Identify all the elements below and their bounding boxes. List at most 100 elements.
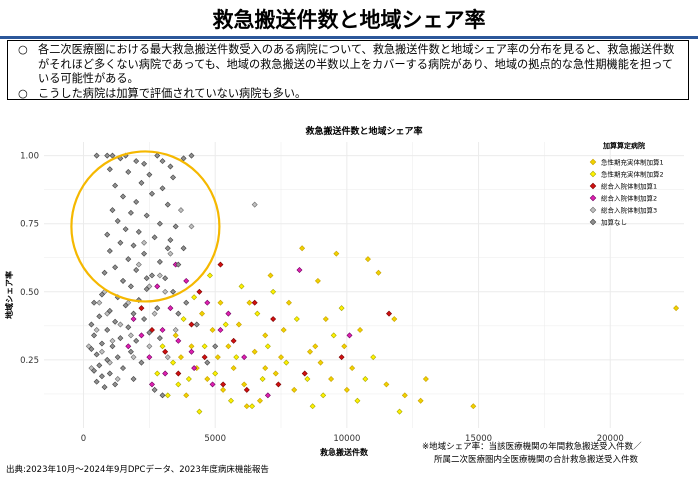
data-point	[167, 305, 174, 312]
legend-label: 急性期充実体制加算2	[601, 170, 664, 179]
data-point	[151, 386, 158, 393]
data-point	[125, 168, 132, 175]
data-point	[133, 267, 140, 273]
data-point	[188, 343, 195, 350]
data-point	[170, 288, 177, 295]
x-tick-label: 5000	[204, 434, 226, 444]
data-point	[151, 234, 158, 241]
data-point	[243, 386, 250, 393]
data-point	[251, 299, 258, 306]
data-point	[167, 250, 174, 257]
data-point	[185, 376, 192, 382]
page-title: 救急搬送件数と地域シェア率	[212, 8, 486, 32]
data-point	[317, 359, 324, 366]
data-point	[162, 288, 169, 295]
data-point	[422, 376, 429, 382]
data-point	[143, 286, 150, 293]
data-point	[346, 332, 353, 339]
data-point	[170, 359, 177, 366]
x-tick-label: 0	[81, 434, 86, 444]
data-point	[673, 305, 680, 312]
data-point	[164, 392, 171, 399]
highlight-circle	[70, 150, 221, 303]
data-point	[259, 376, 266, 382]
data-point	[220, 381, 227, 388]
data-point	[117, 321, 124, 328]
legend-label: 急性期充実体制加算1	[601, 158, 664, 167]
data-point	[383, 381, 390, 388]
data-point	[130, 376, 137, 382]
data-point	[172, 326, 179, 333]
data-point	[141, 316, 148, 323]
data-point	[180, 316, 187, 323]
data-point	[93, 326, 100, 333]
data-point	[149, 272, 155, 279]
data-point	[204, 376, 211, 382]
data-point	[101, 269, 108, 276]
x-tick-label: 10000	[333, 434, 360, 444]
data-point	[222, 321, 229, 328]
data-point	[154, 370, 161, 377]
data-point	[188, 223, 195, 230]
data-point	[175, 381, 182, 388]
data-point	[470, 403, 477, 410]
data-point	[143, 275, 150, 282]
data-point	[235, 321, 242, 328]
data-point	[167, 163, 174, 170]
data-point	[177, 207, 184, 214]
data-point	[88, 346, 95, 352]
share-definition-line-2: 所属二次医療圏内全医療機関の合計救急搬送受入件数	[434, 455, 639, 465]
data-point	[122, 302, 129, 309]
data-point	[159, 392, 166, 399]
data-point	[167, 237, 174, 244]
data-point	[209, 381, 216, 388]
data-point	[138, 332, 145, 339]
data-point	[127, 283, 134, 290]
legend-marker	[589, 206, 597, 214]
data-point	[249, 403, 256, 410]
bullet-circle-icon: ○	[18, 43, 28, 56]
data-point	[138, 305, 145, 312]
data-point	[98, 340, 105, 347]
data-point	[183, 299, 190, 306]
data-point	[104, 231, 111, 238]
y-axis-label: 地域シェア率	[4, 271, 14, 319]
data-point	[204, 359, 211, 366]
data-point	[104, 152, 111, 159]
data-point	[180, 245, 187, 252]
legend-label: 総合入院体制加算1	[601, 182, 657, 191]
data-point	[225, 343, 232, 350]
data-point	[133, 198, 140, 205]
data-point	[188, 152, 195, 159]
data-point	[183, 277, 190, 284]
data-point	[130, 316, 137, 323]
data-point	[246, 299, 253, 306]
data-point	[196, 408, 203, 415]
data-point	[154, 152, 161, 159]
data-point	[141, 239, 148, 246]
y-tick-label: 1.00	[20, 152, 39, 162]
data-point	[104, 356, 111, 363]
data-point	[104, 326, 111, 333]
y-tick-label: 0.50	[20, 288, 39, 298]
data-point	[133, 337, 140, 344]
data-point	[159, 185, 166, 192]
data-point	[230, 365, 237, 372]
data-point	[191, 365, 198, 372]
data-point	[93, 378, 100, 385]
data-point	[188, 348, 195, 355]
data-point	[125, 324, 132, 331]
data-point	[417, 397, 424, 404]
x-axis-label: 救急搬送件数	[320, 447, 369, 457]
data-point	[370, 354, 377, 361]
chart-title: 救急搬送件数と地域シェア率	[305, 125, 422, 137]
data-point	[175, 310, 182, 317]
data-point	[175, 261, 182, 268]
data-point	[98, 373, 105, 380]
data-point	[106, 247, 113, 254]
data-point	[127, 209, 134, 216]
data-point	[162, 348, 169, 355]
data-point	[212, 343, 219, 350]
data-point	[314, 277, 321, 284]
data-point	[262, 332, 269, 339]
